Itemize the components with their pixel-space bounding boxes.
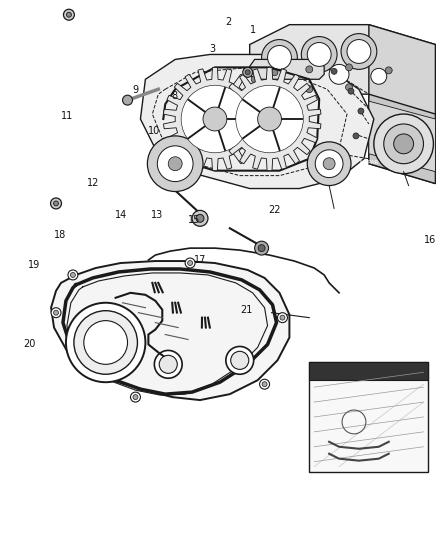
Text: 1: 1 [250,25,256,35]
Circle shape [157,146,193,182]
Circle shape [71,272,75,277]
Circle shape [66,303,145,382]
Circle shape [262,382,267,386]
Circle shape [196,214,204,222]
Circle shape [243,67,253,77]
Circle shape [358,108,364,114]
Circle shape [268,45,291,69]
Polygon shape [51,261,290,400]
Circle shape [51,308,61,318]
Circle shape [245,70,250,75]
Circle shape [251,76,258,83]
Text: 2: 2 [225,17,231,27]
Circle shape [53,201,59,206]
Text: MOPAR: MOPAR [359,160,378,165]
Text: 12: 12 [87,177,99,188]
Circle shape [226,346,254,374]
Circle shape [68,270,78,280]
Circle shape [261,39,297,75]
Text: 17: 17 [194,255,206,265]
Polygon shape [218,67,321,171]
Polygon shape [163,67,266,171]
Circle shape [280,315,285,320]
Circle shape [278,313,287,322]
Text: 3: 3 [210,44,216,54]
Circle shape [374,114,434,174]
Circle shape [50,198,61,209]
Circle shape [306,86,313,93]
Circle shape [338,153,344,159]
Polygon shape [250,25,435,114]
Circle shape [203,107,227,131]
Circle shape [306,66,313,73]
Circle shape [385,67,392,74]
Circle shape [187,261,193,265]
Text: 20: 20 [23,340,35,350]
Text: 21: 21 [240,305,253,314]
Circle shape [348,88,354,94]
Circle shape [271,69,278,76]
Circle shape [84,321,127,365]
Circle shape [74,311,138,374]
Text: 9: 9 [132,85,138,95]
Circle shape [168,157,182,171]
Circle shape [301,37,337,72]
Polygon shape [309,362,428,472]
Polygon shape [141,54,374,189]
Polygon shape [309,362,428,380]
Circle shape [131,392,141,402]
Circle shape [258,245,265,252]
Circle shape [384,124,424,164]
Polygon shape [369,94,435,183]
Circle shape [231,351,249,369]
Circle shape [346,64,353,71]
Circle shape [307,142,351,185]
Circle shape [329,64,349,84]
Text: 15: 15 [188,215,200,225]
Circle shape [159,356,177,373]
Circle shape [53,310,59,315]
Circle shape [67,12,71,17]
Circle shape [192,211,208,227]
Circle shape [123,95,132,105]
Circle shape [133,394,138,400]
Circle shape [147,136,203,191]
Circle shape [315,150,343,177]
Circle shape [185,258,195,268]
Circle shape [353,133,359,139]
Polygon shape [369,101,435,172]
Circle shape [154,350,182,378]
Polygon shape [369,25,435,183]
Circle shape [258,107,282,131]
Circle shape [371,68,387,84]
Text: 16: 16 [424,235,436,245]
Text: 13: 13 [151,211,163,220]
Text: 14: 14 [115,211,127,220]
Circle shape [307,43,331,67]
Circle shape [254,241,268,255]
Circle shape [236,85,303,153]
Text: 10: 10 [148,126,160,136]
Text: 19: 19 [28,260,40,270]
Circle shape [64,9,74,20]
Circle shape [260,379,269,389]
Text: 8: 8 [171,91,177,101]
Circle shape [331,68,337,74]
Circle shape [341,34,377,69]
Text: 22: 22 [268,205,281,215]
Text: 11: 11 [60,111,73,121]
Circle shape [181,85,249,153]
Circle shape [346,84,353,91]
Polygon shape [250,59,324,79]
Text: 18: 18 [54,230,67,240]
Circle shape [271,88,278,96]
Circle shape [251,96,258,103]
Circle shape [394,134,413,154]
Circle shape [323,158,335,169]
Circle shape [347,39,371,63]
